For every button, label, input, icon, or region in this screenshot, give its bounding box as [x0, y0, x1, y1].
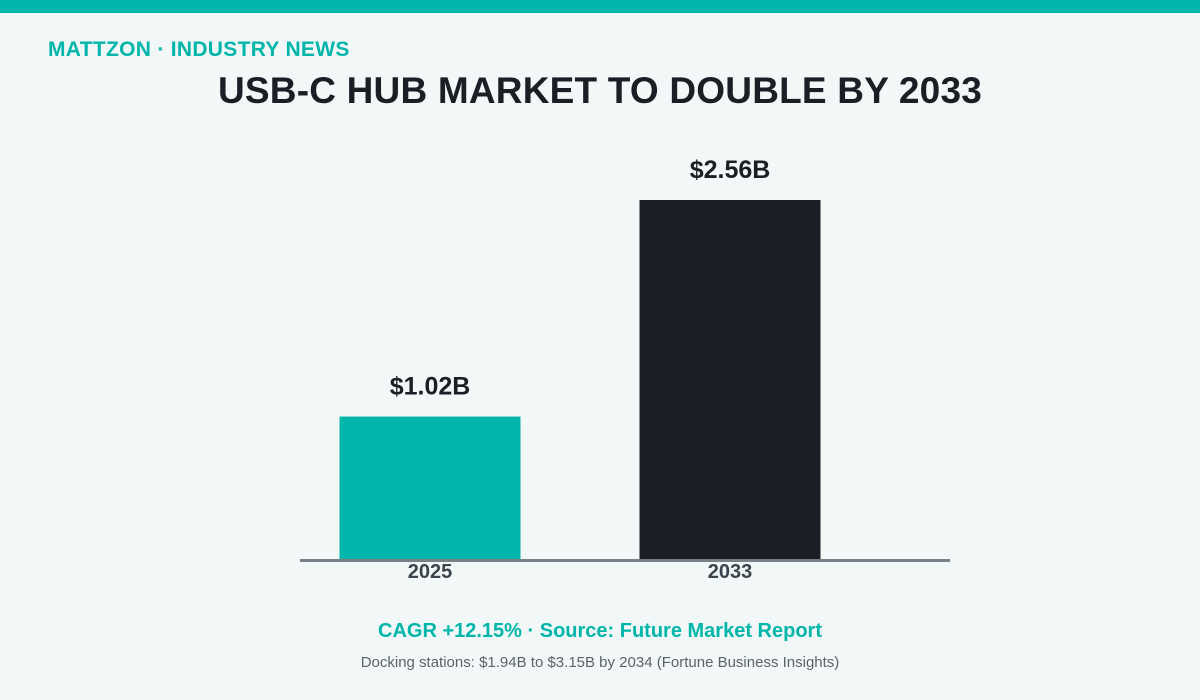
bar-2033 [639, 200, 821, 560]
page-title: USB-C HUB MARKET TO DOUBLE BY 2033 [217, 70, 983, 111]
kicker-label: MATTZON · INDUSTRY NEWS [48, 38, 350, 61]
value-label-2033: $2.56B [690, 156, 771, 184]
tick-label-2033: 2033 [708, 561, 753, 583]
tick-label-2025: 2025 [408, 561, 453, 583]
bar-2025 [339, 416, 521, 560]
top-accent-bar [0, 0, 1200, 13]
value-label-2025: $1.02B [390, 373, 471, 401]
footnote: Docking stations: $1.94B to $3.15B by 20… [360, 654, 840, 671]
cagr-source-line: CAGR +12.15% · Source: Future Market Rep… [378, 620, 822, 642]
